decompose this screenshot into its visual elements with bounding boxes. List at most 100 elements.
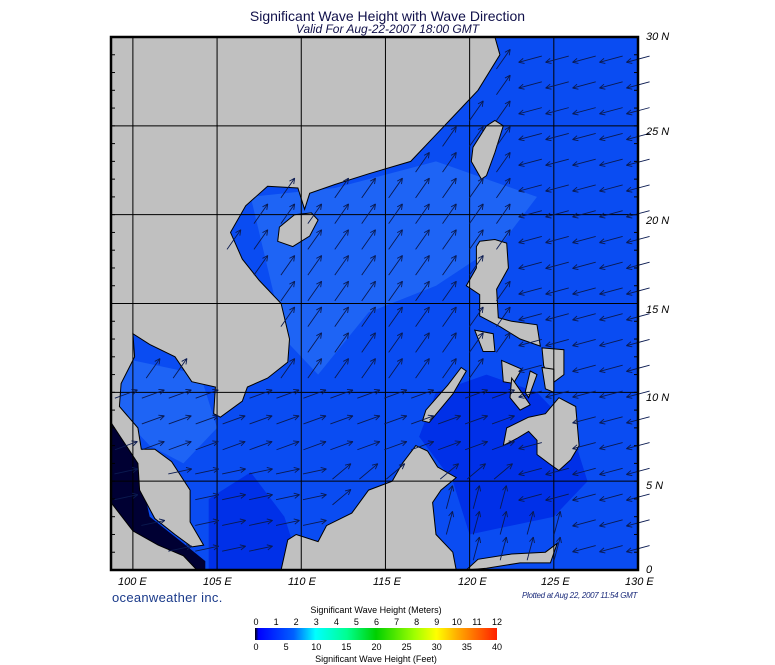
wave-direction-arrow — [302, 492, 327, 501]
wave-direction-arrow — [361, 255, 376, 276]
colorbar-meter-tick: 11 — [472, 617, 482, 627]
wave-direction-arrow — [572, 364, 596, 374]
wave-direction-arrow — [491, 414, 515, 425]
wave-direction-arrow — [222, 492, 246, 501]
wave-direction-arrow — [464, 414, 488, 425]
wave-direction-arrow — [280, 306, 296, 327]
wave-direction-arrow — [388, 229, 403, 250]
wave-direction-arrow — [499, 536, 508, 561]
wave-direction-arrow — [599, 235, 623, 245]
wave-direction-arrow — [445, 511, 455, 535]
wave-direction-arrow — [572, 467, 596, 477]
colorbar-meter-tick: 12 — [491, 617, 503, 627]
wave-direction-arrow — [445, 485, 455, 509]
wave-direction-arrow — [599, 390, 623, 399]
wave-direction-arrow — [334, 306, 349, 327]
lon-label: 105 E — [203, 576, 232, 588]
wave-direction-arrow — [496, 203, 511, 224]
wave-direction-arrow — [168, 467, 193, 475]
wave-direction-arrow — [388, 358, 403, 379]
wave-direction-arrow — [469, 332, 484, 353]
colorbar-meter-tick: 5 — [353, 617, 359, 627]
wave-direction-arrow — [357, 440, 381, 451]
wave-direction-arrow — [334, 332, 349, 353]
wave-direction-arrow — [518, 313, 542, 322]
wave-direction-arrow — [334, 177, 349, 199]
wave-direction-arrow — [303, 440, 327, 451]
wave-direction-arrow — [518, 107, 542, 116]
colorbar-feet-tick: 15 — [341, 642, 352, 652]
wave-direction-arrow — [334, 255, 349, 276]
wave-direction-arrow — [280, 177, 296, 199]
wave-direction-arrow — [222, 518, 246, 526]
wave-direction-arrow — [572, 107, 596, 116]
wave-direction-arrow — [526, 536, 535, 561]
wave-direction-arrow — [466, 463, 486, 480]
wave-direction-arrow — [442, 229, 457, 250]
colorbar-meter-tick: 0 — [253, 617, 259, 627]
lat-label: 20 N — [646, 215, 670, 227]
wave-direction-arrow — [599, 545, 623, 554]
wave-direction-arrow — [518, 339, 542, 348]
wave-direction-arrow — [518, 493, 542, 502]
wave-direction-arrow — [168, 388, 192, 399]
lat-label: 10 N — [646, 392, 670, 404]
wave-direction-arrow — [572, 132, 596, 142]
lon-label: 120 E — [458, 576, 487, 588]
wave-direction-arrow — [141, 414, 165, 425]
wave-direction-arrow — [464, 440, 488, 451]
wave-direction-arrow — [307, 332, 323, 353]
colorbar-meter-tick: 2 — [293, 617, 299, 627]
wave-direction-arrow — [361, 229, 376, 250]
map-frame — [109, 35, 640, 572]
wave-direction-arrow — [334, 358, 349, 379]
wave-direction-arrow — [114, 388, 138, 399]
lat-label: 5 N — [646, 480, 664, 492]
wave-direction-arrow — [518, 287, 542, 296]
colorbar-meter-tick: 7 — [394, 617, 400, 627]
wave-direction-arrow — [545, 235, 569, 245]
wave-direction-arrow — [599, 210, 623, 219]
wave-direction-arrow — [415, 332, 430, 353]
wave-direction-arrow — [415, 255, 430, 276]
wave-direction-arrow — [172, 358, 188, 379]
wave-direction-arrow — [572, 416, 596, 425]
wave-direction-arrow — [334, 229, 349, 250]
wave-direction-arrow — [222, 414, 246, 425]
wave-direction-arrow — [518, 390, 542, 399]
wave-direction-arrow — [599, 519, 623, 528]
wave-direction-arrow — [388, 280, 403, 302]
colorbar-meter-tick: 3 — [313, 617, 319, 627]
wave-direction-arrow — [386, 463, 406, 480]
wave-direction-arrow — [499, 511, 508, 535]
wave-direction-arrow — [141, 388, 165, 399]
wave-direction-arrow — [249, 467, 273, 475]
wave-direction-arrow — [275, 518, 300, 526]
wave-direction-arrow — [253, 203, 269, 224]
wave-direction-arrow — [572, 81, 596, 90]
wave-direction-arrows — [114, 48, 650, 561]
wave-direction-arrow — [472, 511, 482, 535]
wave-direction-arrow — [415, 203, 430, 224]
wave-direction-arrow — [361, 203, 376, 224]
wave-direction-arrow — [553, 511, 562, 535]
wave-direction-arrow — [545, 493, 569, 502]
wave-direction-arrow — [496, 332, 511, 353]
wave-direction-arrow — [469, 177, 484, 199]
wave-direction-arrow — [545, 287, 569, 296]
lon-label: 110 E — [288, 576, 316, 588]
wave-direction-arrow — [572, 493, 596, 502]
wave-direction-arrow — [469, 358, 484, 379]
wave-direction-arrow — [388, 255, 403, 276]
wave-direction-arrow — [195, 492, 219, 501]
wave-direction-arrow — [384, 414, 408, 425]
wave-direction-arrow — [114, 492, 139, 501]
wave-direction-arrow — [572, 235, 596, 245]
wave-direction-arrow — [599, 132, 623, 142]
wave-direction-arrow — [361, 280, 376, 302]
wave-direction-arrow — [332, 463, 352, 480]
colorbar-meter-tick: 4 — [333, 617, 339, 627]
wave-direction-arrow — [472, 536, 482, 561]
wave-direction-arrow — [572, 519, 596, 528]
wave-direction-arrow — [518, 184, 542, 193]
